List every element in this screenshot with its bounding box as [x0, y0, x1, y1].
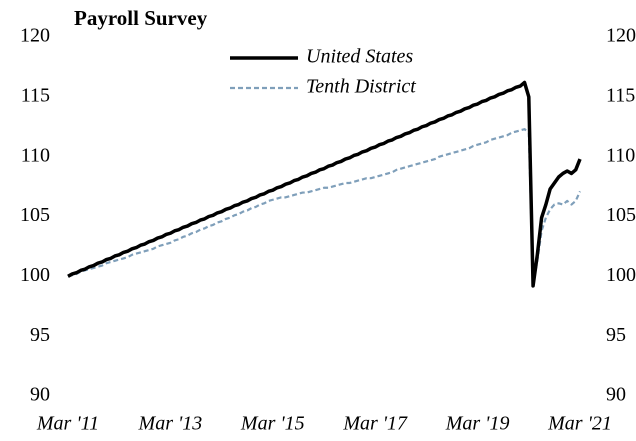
y-tick-label: 115: [21, 84, 50, 106]
y2-tick-label: 105: [606, 204, 636, 226]
x-tick-label: Mar '19: [445, 413, 510, 435]
x-tick-label: Mar '17: [342, 413, 408, 435]
x-tick-label: Mar '11: [36, 413, 99, 435]
y2-tick-label: 95: [606, 324, 626, 346]
y-tick-label: 110: [21, 144, 50, 166]
legend-label: United States: [306, 46, 413, 68]
y2-tick-label: 115: [606, 84, 635, 106]
legend-label: Tenth District: [306, 76, 416, 98]
x-tick-label: Mar '15: [240, 413, 305, 435]
y-tick-label: 90: [30, 384, 50, 406]
line-series: [67, 128, 582, 286]
y-tick-label: 100: [20, 264, 50, 286]
y2-tick-label: 110: [606, 144, 635, 166]
y2-tick-label: 100: [606, 264, 636, 286]
line-series: [67, 80, 582, 288]
chart-title: Payroll Survey: [74, 6, 208, 30]
y-tick-label: 105: [20, 204, 50, 226]
x-tick-label: Mar '21: [547, 413, 612, 435]
y2-tick-label: 90: [606, 384, 626, 406]
y-tick-label: 95: [30, 324, 50, 346]
y2-tick-label: 120: [606, 25, 636, 47]
x-tick-label: Mar '13: [138, 413, 203, 435]
y-tick-label: 120: [20, 25, 50, 47]
